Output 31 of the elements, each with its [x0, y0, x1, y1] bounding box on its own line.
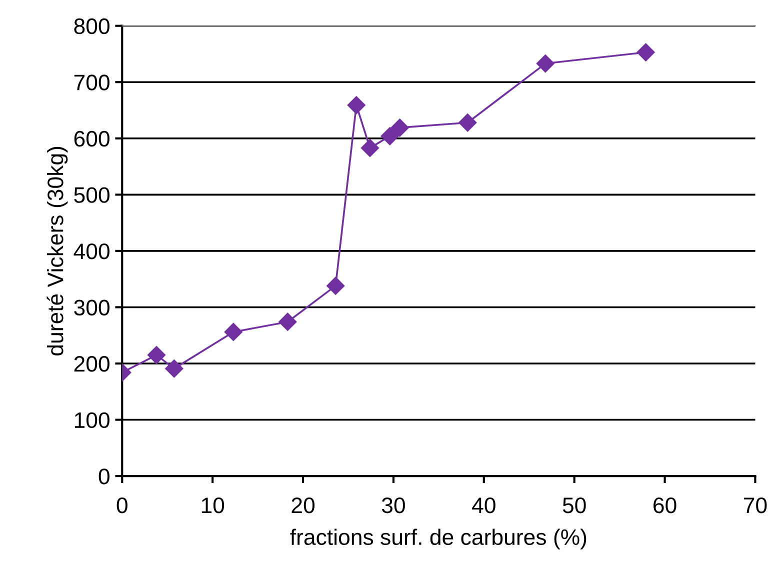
point	[360, 138, 380, 158]
x-tick-label: 60	[654, 497, 676, 514]
x-tick-label: 10	[202, 497, 224, 514]
y-tick-label: 600	[74, 130, 110, 147]
x-tick-label: 50	[562, 497, 586, 514]
x-tick-label: 0	[116, 497, 128, 514]
point	[147, 346, 166, 364]
point	[380, 126, 400, 146]
x-tick-label: 70	[744, 497, 767, 514]
y-tick-label: 500	[74, 187, 110, 203]
point	[536, 54, 555, 73]
y-tick-label: 0	[98, 468, 110, 484]
y-axis-title: dureté Vickers (30kg)	[46, 146, 68, 356]
y-tick-label: 100	[74, 412, 110, 428]
point	[458, 113, 477, 132]
y-tick-label: 300	[74, 300, 110, 316]
point	[636, 42, 656, 62]
x-tick-label: 20	[292, 497, 315, 514]
y-tick-label: 700	[74, 74, 110, 90]
y-tick-label: 400	[74, 243, 110, 260]
x-axis-title: fractions surf. de carbures (%)	[290, 528, 586, 550]
x-tick-label: 40	[472, 497, 496, 514]
y-tick-label: 800	[74, 18, 110, 34]
point	[164, 359, 184, 378]
point	[347, 96, 366, 114]
point	[390, 118, 410, 138]
point	[326, 276, 345, 296]
point	[224, 322, 243, 342]
y-tick-label: 200	[74, 356, 110, 372]
point	[278, 312, 297, 332]
x-tick-label: 30	[382, 497, 405, 514]
